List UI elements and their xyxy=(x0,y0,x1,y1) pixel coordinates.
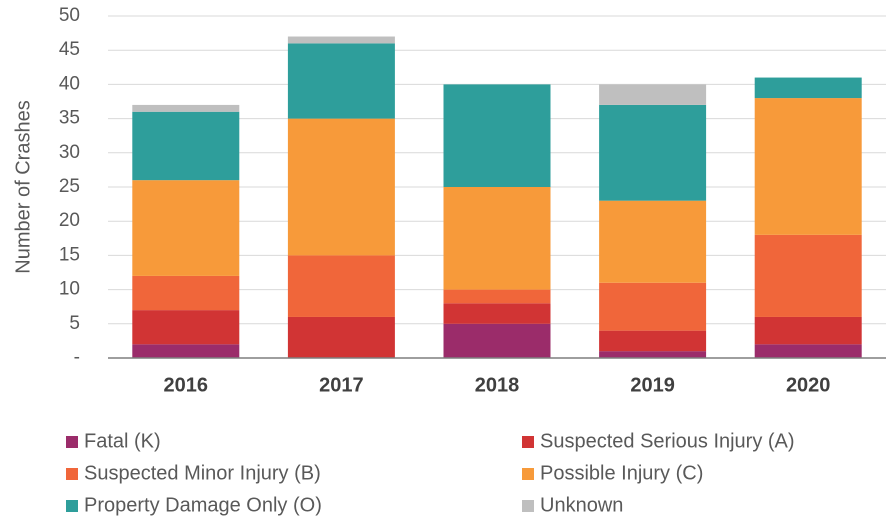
legend-label: Fatal (K) xyxy=(84,430,161,452)
bar-segment xyxy=(443,303,551,324)
x-tick-label: 2017 xyxy=(319,374,364,396)
bar-segment xyxy=(443,84,551,187)
bar-segment xyxy=(132,310,240,345)
y-axis-label: Number of Crashes xyxy=(12,100,34,273)
bar-segment xyxy=(599,351,707,358)
legend-label: Possible Injury (C) xyxy=(540,462,703,484)
y-tick-label: 35 xyxy=(59,108,80,129)
bar-segment xyxy=(599,330,707,352)
bar-segment xyxy=(132,180,240,276)
bar-segment xyxy=(443,289,551,304)
y-tick-label: 15 xyxy=(59,244,80,265)
bar-segment xyxy=(599,200,707,283)
legend-swatch xyxy=(522,468,534,480)
y-tick-label: 25 xyxy=(59,176,80,197)
y-tick-label: - xyxy=(74,347,80,368)
bar-segment xyxy=(599,84,707,105)
bar-segment xyxy=(754,234,862,317)
legend-swatch xyxy=(66,468,78,480)
legend-swatch xyxy=(522,500,534,512)
legend-label: Property Damage Only (O) xyxy=(84,494,322,516)
bar-segment xyxy=(287,43,395,119)
bar-segment xyxy=(132,111,240,181)
y-tick-label: 45 xyxy=(59,39,80,60)
x-tick-label: 2019 xyxy=(630,374,675,396)
bar-segment xyxy=(132,344,240,358)
bar-segment xyxy=(287,255,395,317)
y-tick-label: 50 xyxy=(59,5,80,26)
bar-segment xyxy=(754,77,862,99)
bar-segment xyxy=(754,98,862,235)
bar-segment xyxy=(132,275,240,311)
legend-swatch xyxy=(66,500,78,512)
bar-segment xyxy=(754,316,862,345)
y-tick-label: 30 xyxy=(59,142,80,163)
y-tick-label: 5 xyxy=(69,313,80,334)
bar-segment xyxy=(754,344,862,358)
legend-swatch xyxy=(522,436,534,448)
y-tick-label: 20 xyxy=(59,210,80,231)
bar-segment xyxy=(443,187,551,290)
y-tick-label: 40 xyxy=(59,73,80,94)
x-tick-label: 2020 xyxy=(786,374,831,396)
bar-segment xyxy=(443,323,551,358)
y-tick-label: 10 xyxy=(59,279,80,300)
bar-segment xyxy=(287,118,395,256)
legend-swatch xyxy=(66,436,78,448)
x-tick-label: 2016 xyxy=(164,374,209,396)
bar-segment xyxy=(599,104,707,201)
bar-segment xyxy=(287,316,395,358)
legend-label: Suspected Serious Injury (A) xyxy=(540,430,795,452)
x-tick-label: 2018 xyxy=(475,374,520,396)
bar-segment xyxy=(287,36,395,44)
bar-segment xyxy=(132,104,240,112)
legend-label: Unknown xyxy=(540,494,623,516)
bar-segment xyxy=(599,282,707,331)
legend-label: Suspected Minor Injury (B) xyxy=(84,462,321,484)
